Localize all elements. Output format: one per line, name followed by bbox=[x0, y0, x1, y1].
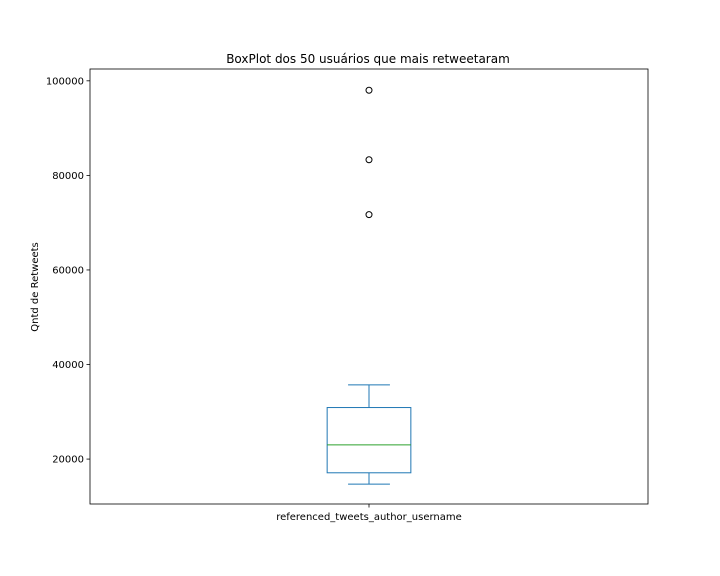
y-tick-label: 60000 bbox=[52, 265, 84, 276]
outlier-point bbox=[365, 156, 373, 164]
y-tick-label: 40000 bbox=[52, 360, 84, 371]
y-tick-label: 100000 bbox=[46, 76, 84, 87]
outlier-point bbox=[365, 86, 373, 94]
y-tick-label: 80000 bbox=[52, 171, 84, 182]
axes-frame bbox=[89, 68, 649, 505]
y-axis-label: Qntd de Retweets bbox=[30, 242, 41, 332]
plot-area: 20000 40000 60000 80000 100000 referenced_twe… bbox=[46, 68, 649, 523]
box-iqr bbox=[326, 407, 412, 474]
chart-title: BoxPlot dos 50 usuários que mais retweet… bbox=[226, 52, 510, 66]
outlier-point bbox=[365, 211, 373, 219]
y-tick-label: 20000 bbox=[52, 455, 84, 466]
x-tick-label: referenced_tweets_author_username bbox=[276, 512, 462, 523]
